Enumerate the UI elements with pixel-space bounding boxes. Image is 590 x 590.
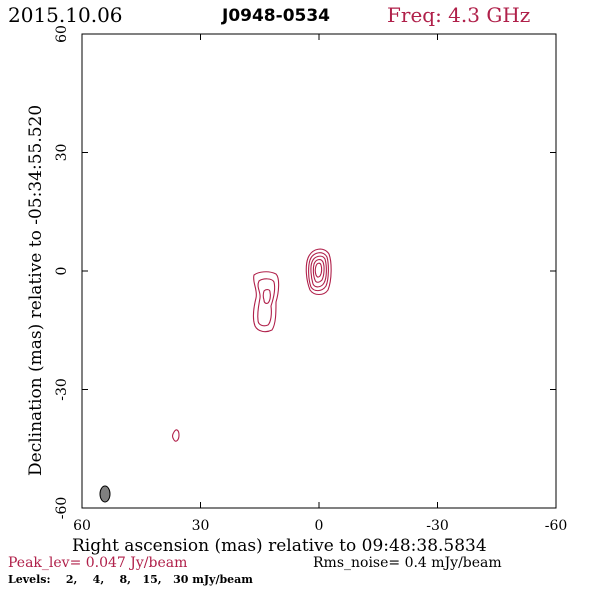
jet-contour-hole xyxy=(262,289,271,304)
y-tick-label: -30 xyxy=(54,378,70,401)
axis-ticks xyxy=(81,33,557,509)
date-label: 2015.10.06 xyxy=(8,3,123,27)
beam-ellipse xyxy=(99,485,111,503)
blob-contour xyxy=(171,429,180,442)
y-tick-label: -60 xyxy=(54,497,70,520)
y-tick-label: 30 xyxy=(54,144,70,162)
jet-contour-outer xyxy=(252,271,280,333)
core-contour-5 xyxy=(314,262,323,278)
jet-contour-inner xyxy=(257,278,276,327)
source-name: J0948-0534 xyxy=(221,6,330,26)
core-contour-3 xyxy=(310,255,327,288)
plot-frame xyxy=(81,33,557,509)
core-contour-4 xyxy=(312,259,325,283)
x-tick-label: -30 xyxy=(426,518,449,534)
core-contour-1 xyxy=(305,248,332,296)
x-tick-label: 60 xyxy=(73,518,91,534)
peak-level: Peak_lev= 0.047 Jy/beam xyxy=(8,555,187,571)
x-tick-labels: 60 30 0 -30 -60 xyxy=(73,518,567,534)
jet-contours xyxy=(252,271,280,333)
y-axis-label: Declination (mas) relative to -05:34:55.… xyxy=(26,105,46,476)
x-tick-label: 30 xyxy=(192,518,210,534)
contour-levels: Levels: 2, 4, 8, 15, 30 mJy/beam xyxy=(8,573,253,586)
core-contour-2 xyxy=(308,252,329,292)
x-tick-label: 0 xyxy=(315,518,324,534)
x-tick-label: -60 xyxy=(545,518,568,534)
x-axis-label: Right ascension (mas) relative to 09:48:… xyxy=(72,536,487,556)
core-contours xyxy=(305,248,332,296)
y-tick-labels: -60 -30 0 30 60 xyxy=(54,25,70,519)
y-tick-label: 60 xyxy=(54,25,70,43)
y-tick-label: 0 xyxy=(54,267,70,276)
frequency-label: Freq: 4.3 GHz xyxy=(387,3,530,27)
rms-noise: Rms_noise= 0.4 mJy/beam xyxy=(313,555,502,571)
